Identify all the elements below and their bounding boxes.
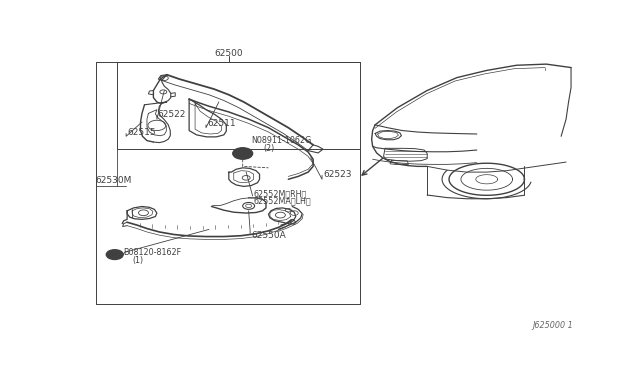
Text: 62523: 62523: [323, 170, 351, 179]
Circle shape: [233, 148, 253, 159]
Text: 62530M: 62530M: [96, 176, 132, 185]
Text: 62550A: 62550A: [251, 231, 286, 240]
Text: (2): (2): [264, 144, 275, 153]
Circle shape: [106, 250, 123, 260]
Text: J625000 1: J625000 1: [532, 321, 573, 330]
Text: 62515: 62515: [127, 128, 156, 137]
Text: B: B: [111, 250, 118, 259]
Text: (1): (1): [132, 256, 143, 264]
Text: 62522: 62522: [158, 110, 186, 119]
Text: 62552MA〈LH〉: 62552MA〈LH〉: [253, 196, 311, 205]
Text: 62500: 62500: [214, 49, 243, 58]
Text: B08120-8162F: B08120-8162F: [124, 248, 182, 257]
Text: 62552M〈RH〉: 62552M〈RH〉: [253, 189, 307, 198]
Text: 62511: 62511: [207, 119, 236, 128]
Text: N: N: [239, 149, 246, 158]
Text: N08911-1062G: N08911-1062G: [251, 136, 312, 145]
